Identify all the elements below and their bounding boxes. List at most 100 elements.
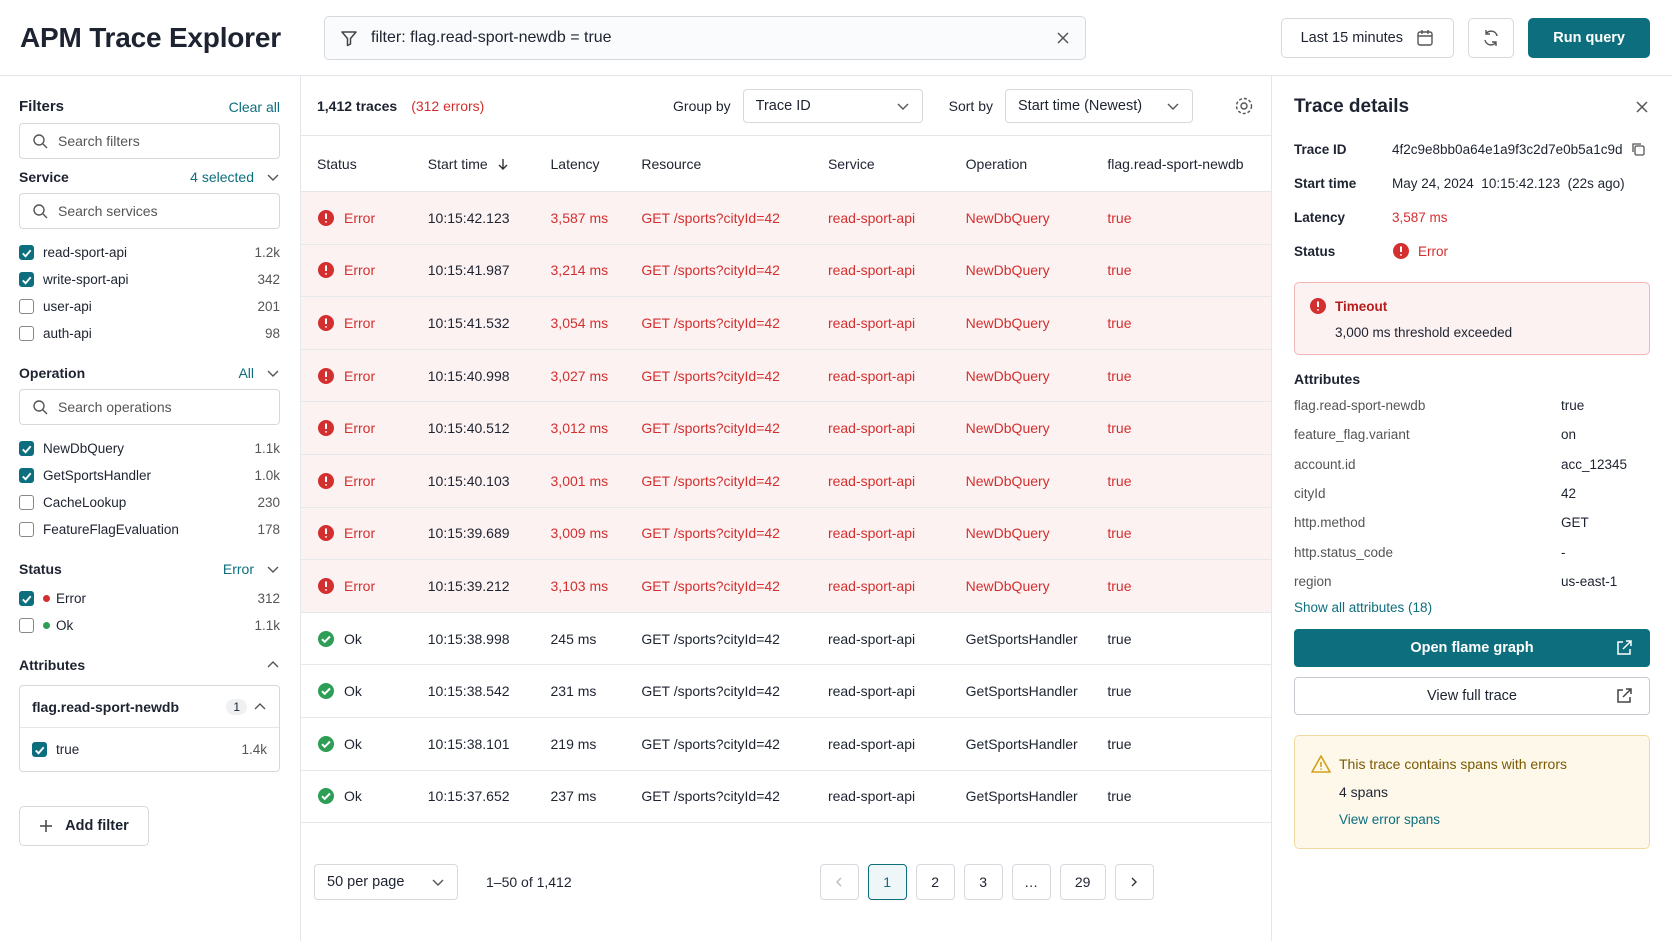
column-header[interactable]: Start time [428, 156, 551, 172]
cell: 3,103 ms [551, 578, 642, 594]
cell-text: 3,587 ms [550, 209, 609, 226]
attribute-filter-header: flag.read-sport-newdb 1 [20, 686, 279, 728]
checkbox[interactable] [19, 299, 34, 314]
group-search[interactable]: Search operations [19, 389, 280, 425]
filter-option[interactable]: write-sport-api 342 [19, 266, 280, 293]
cell-text: Error [344, 525, 376, 542]
checkbox[interactable] [19, 618, 34, 633]
filter-option[interactable]: user-api 201 [19, 293, 280, 320]
cell-text: true [1107, 420, 1132, 437]
trace-row[interactable]: Error 10:15:40.512 3,012 ms GET /sports?cit… [301, 402, 1271, 455]
cell: NewDbQuery [966, 315, 1108, 331]
checkbox[interactable] [19, 468, 34, 483]
run-query-button[interactable]: Run query [1528, 17, 1650, 58]
checkbox[interactable] [32, 742, 47, 757]
checkbox[interactable] [19, 441, 34, 456]
app-title: APM Trace Explorer [20, 21, 281, 53]
next-icon [1131, 877, 1138, 887]
group-summary-wrap[interactable]: All [238, 365, 280, 381]
trace-row[interactable]: Error 10:15:42.123 3,587 ms GET /sports?cit… [301, 192, 1271, 245]
group-by-select[interactable]: Trace ID [742, 88, 923, 123]
trace-row[interactable]: Error 10:15:39.689 3,009 ms GET /sports?cit… [301, 507, 1271, 561]
trace-count: 1,412 traces [317, 97, 398, 114]
trace-row[interactable]: Error 10:15:40.103 3,001 ms GET /sports?cit… [301, 454, 1271, 508]
trace-row[interactable]: Ok 10:15:38.542 231 ms GET /sports?cityId=4… [301, 665, 1271, 718]
view-error-spans[interactable]: View error spans [1339, 812, 1441, 828]
checkbox[interactable] [19, 522, 34, 537]
trace-row[interactable]: Ok 10:15:38.998 245 ms GET /sports?cityId=4… [301, 613, 1271, 666]
search-filters[interactable]: Search filters [19, 123, 280, 159]
attribute-row: account.id acc_12345 [1294, 450, 1650, 479]
trace-row[interactable]: Ok 10:15:37.652 237 ms GET /sports?cityId=4… [301, 771, 1271, 824]
option-count: 178 [257, 522, 280, 537]
open-flame-graph[interactable]: Open flame graph [1294, 629, 1650, 668]
cell: 10:15:41.532 [428, 315, 551, 331]
checkbox[interactable] [19, 272, 34, 287]
warning-title: This trace contains spans with errors [1339, 756, 1567, 773]
cell-text: true [1107, 472, 1132, 489]
trace-row[interactable]: Error 10:15:41.532 3,054 ms GET /sports?cit… [301, 297, 1271, 350]
refresh-icon [1484, 29, 1498, 46]
filters-panel: Filters Clear all Search filters Service… [0, 76, 301, 941]
cell-text: Ok [344, 735, 362, 752]
sort-by-select[interactable]: Start time (Newest) [1005, 88, 1193, 123]
checkbox[interactable] [19, 591, 34, 606]
collapse-icon[interactable] [253, 700, 267, 714]
clear-filter[interactable] [1055, 30, 1071, 46]
filter-option[interactable]: Ok 1.1k [19, 612, 280, 639]
prev-page[interactable] [819, 864, 859, 901]
cell-text: 10:15:37.652 [427, 788, 510, 805]
page-button[interactable]: 2 [915, 864, 955, 901]
group-summary-wrap[interactable]: Error [223, 561, 280, 577]
trace-row[interactable]: Error 10:15:41.987 3,214 ms GET /sports?cit… [301, 244, 1271, 298]
attribute-value: - [1561, 544, 1566, 560]
filter-option[interactable]: GetSportsHandler 1.0k [19, 462, 280, 489]
filter-option[interactable]: auth-api 98 [19, 320, 280, 347]
close-details[interactable] [1634, 99, 1650, 115]
filter-option[interactable]: CacheLookup 230 [19, 489, 280, 516]
table-header: Status Start time Latency Resource Service Op… [301, 136, 1271, 192]
view-full-trace[interactable]: View full trace [1294, 677, 1650, 716]
settings-icon[interactable] [1233, 95, 1255, 117]
cell: GET /sports?cityId=42 [641, 578, 828, 594]
filter-option[interactable]: NewDbQuery 1.1k [19, 435, 280, 462]
attribute-row: http.method GET [1294, 508, 1650, 537]
filter-option[interactable]: read-sport-api 1.2k [19, 239, 280, 266]
refresh-button[interactable] [1468, 17, 1515, 58]
cell: 10:15:39.212 [428, 578, 551, 594]
page-button[interactable]: 29 [1059, 864, 1106, 901]
time-range[interactable]: Last 15 minutes [1281, 17, 1455, 58]
cell: 10:15:41.987 [428, 262, 551, 278]
per-page-select[interactable]: 50 per page [314, 864, 458, 901]
detail-fields: Trace ID 4f2c9e8bb0a64e1a9f3c2d7e0b5a1c9d… [1294, 132, 1650, 268]
add-filter-button[interactable]: Add filter [19, 806, 149, 846]
page-button[interactable]: 3 [963, 864, 1003, 901]
cell: GET /sports?cityId=42 [641, 315, 828, 331]
group-summary-wrap[interactable]: 4 selected [190, 169, 280, 185]
filter-input[interactable]: filter: flag.read-sport-newdb = true [324, 15, 1086, 60]
checkbox[interactable] [19, 326, 34, 341]
clear-all[interactable]: Clear all [228, 98, 280, 115]
cell-text: GET /sports?cityId=42 [641, 788, 780, 805]
trace-row[interactable]: Error 10:15:40.998 3,027 ms GET /sports?cit… [301, 349, 1271, 403]
chevron [1167, 103, 1179, 110]
filter-option[interactable]: true 1.4k [32, 736, 267, 763]
checkbox[interactable] [19, 245, 34, 260]
group-search[interactable]: Search services [19, 193, 280, 229]
cell-text: true [1107, 788, 1132, 805]
cell: 10:15:37.652 [428, 788, 551, 804]
collapse-icon[interactable] [266, 658, 280, 672]
checkbox[interactable] [19, 495, 34, 510]
page-button[interactable]: … [1011, 864, 1051, 901]
cell: 10:15:40.998 [428, 368, 551, 384]
cell: read-sport-api [828, 736, 966, 752]
filter-option[interactable]: FeatureFlagEvaluation 178 [19, 516, 280, 543]
page-button[interactable]: 1 [867, 864, 907, 901]
trace-row[interactable]: Ok 10:15:38.101 219 ms GET /sports?cityId=4… [301, 718, 1271, 771]
filter-option[interactable]: Error 312 [19, 585, 280, 612]
trace-row[interactable]: Error 10:15:39.212 3,103 ms GET /sports?cit… [301, 560, 1271, 613]
cell: GET /sports?cityId=42 [641, 631, 828, 647]
column-title: Resource [641, 155, 702, 172]
next-page[interactable] [1114, 864, 1154, 901]
show-all-attributes[interactable]: Show all attributes (18) [1294, 600, 1433, 616]
